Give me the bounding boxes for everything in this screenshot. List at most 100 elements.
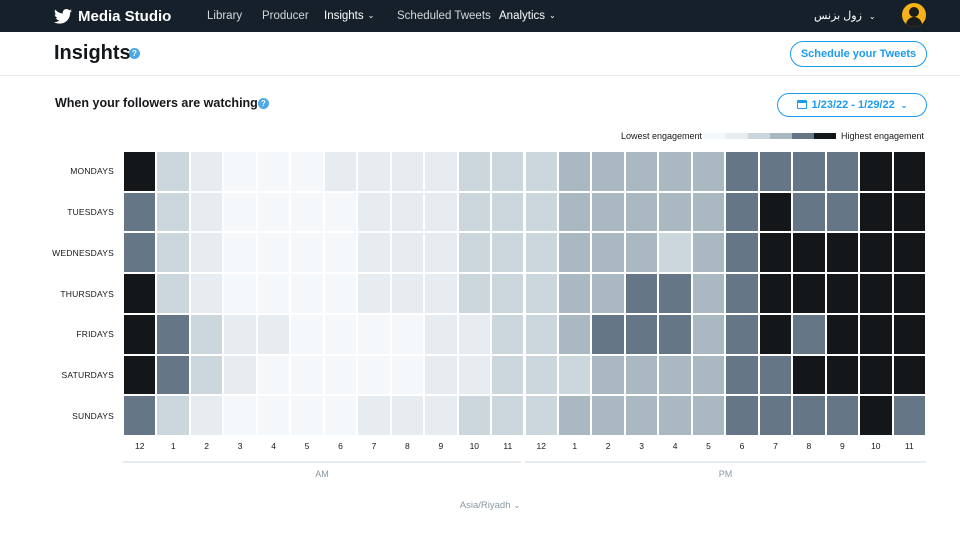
heatmap-cell[interactable] [257, 314, 290, 354]
heatmap-cell[interactable] [558, 355, 591, 395]
heatmap-cell[interactable] [525, 355, 557, 395]
heatmap-cell[interactable] [224, 152, 256, 191]
heatmap-cell[interactable] [860, 274, 892, 313]
heatmap-cell[interactable] [458, 152, 491, 191]
heatmap-cell[interactable] [291, 192, 323, 232]
heatmap-cell[interactable] [458, 314, 491, 354]
heatmap-cell[interactable] [793, 233, 825, 273]
heatmap-cell[interactable] [291, 233, 323, 273]
heatmap-cell[interactable] [492, 355, 524, 395]
account-switcher[interactable]: زول بزنس ⌄ [814, 0, 876, 32]
heatmap-cell[interactable] [391, 233, 424, 273]
heatmap-cell[interactable] [425, 233, 457, 273]
heatmap-cell[interactable] [525, 192, 557, 232]
heatmap-cell[interactable] [458, 396, 491, 435]
heatmap-cell[interactable] [157, 396, 189, 435]
heatmap-cell[interactable] [224, 192, 256, 232]
heatmap-cell[interactable] [224, 314, 256, 354]
heatmap-cell[interactable] [893, 152, 925, 191]
heatmap-cell[interactable] [157, 152, 189, 191]
heatmap-cell[interactable] [726, 396, 758, 435]
heatmap-cell[interactable] [759, 233, 792, 273]
heatmap-cell[interactable] [525, 274, 557, 313]
heatmap-cell[interactable] [558, 152, 591, 191]
heatmap-cell[interactable] [257, 152, 290, 191]
heatmap-cell[interactable] [224, 233, 256, 273]
heatmap-cell[interactable] [625, 396, 658, 435]
heatmap-cell[interactable] [726, 233, 758, 273]
heatmap-cell[interactable] [692, 396, 725, 435]
heatmap-cell[interactable] [190, 355, 223, 395]
heatmap-cell[interactable] [157, 233, 189, 273]
heatmap-cell[interactable] [860, 355, 892, 395]
heatmap-cell[interactable] [759, 152, 792, 191]
heatmap-cell[interactable] [291, 355, 323, 395]
heatmap-cell[interactable] [291, 274, 323, 313]
nav-library[interactable]: Library [207, 0, 242, 32]
heatmap-cell[interactable] [458, 233, 491, 273]
heatmap-cell[interactable] [659, 355, 691, 395]
heatmap-cell[interactable] [324, 192, 357, 232]
heatmap-cell[interactable] [793, 274, 825, 313]
heatmap-cell[interactable] [692, 314, 725, 354]
heatmap-cell[interactable] [525, 396, 557, 435]
heatmap-cell[interactable] [826, 233, 859, 273]
heatmap-cell[interactable] [358, 233, 390, 273]
heatmap-cell[interactable] [291, 152, 323, 191]
schedule-tweets-button[interactable]: Schedule your Tweets [790, 41, 927, 67]
heatmap-cell[interactable] [893, 355, 925, 395]
heatmap-cell[interactable] [625, 152, 658, 191]
avatar[interactable] [902, 3, 926, 27]
heatmap-cell[interactable] [224, 274, 256, 313]
heatmap-cell[interactable] [190, 192, 223, 232]
heatmap-cell[interactable] [860, 233, 892, 273]
heatmap-cell[interactable] [826, 274, 859, 313]
heatmap-cell[interactable] [324, 355, 357, 395]
heatmap-cell[interactable] [759, 274, 792, 313]
help-icon[interactable]: ? [258, 98, 269, 109]
heatmap-cell[interactable] [625, 355, 658, 395]
heatmap-cell[interactable] [124, 396, 156, 435]
heatmap-cell[interactable] [759, 355, 792, 395]
heatmap-cell[interactable] [291, 396, 323, 435]
heatmap-cell[interactable] [291, 314, 323, 354]
timezone-selector[interactable]: Asia/Riyadh ⌄ [440, 500, 540, 511]
heatmap-cell[interactable] [592, 274, 624, 313]
heatmap-cell[interactable] [692, 233, 725, 273]
heatmap-cell[interactable] [190, 396, 223, 435]
brand[interactable]: Media Studio [54, 0, 171, 32]
heatmap-cell[interactable] [257, 396, 290, 435]
heatmap-cell[interactable] [124, 274, 156, 313]
heatmap-cell[interactable] [659, 233, 691, 273]
heatmap-cell[interactable] [425, 396, 457, 435]
heatmap-cell[interactable] [893, 233, 925, 273]
heatmap-cell[interactable] [826, 152, 859, 191]
heatmap-cell[interactable] [893, 192, 925, 232]
heatmap-cell[interactable] [458, 274, 491, 313]
heatmap-cell[interactable] [391, 152, 424, 191]
heatmap-cell[interactable] [324, 152, 357, 191]
heatmap-cell[interactable] [391, 396, 424, 435]
heatmap-cell[interactable] [391, 314, 424, 354]
heatmap-cell[interactable] [659, 152, 691, 191]
heatmap-cell[interactable] [190, 314, 223, 354]
heatmap-cell[interactable] [659, 274, 691, 313]
heatmap-cell[interactable] [525, 314, 557, 354]
heatmap-cell[interactable] [157, 274, 189, 313]
heatmap-cell[interactable] [391, 192, 424, 232]
heatmap-cell[interactable] [592, 233, 624, 273]
heatmap-cell[interactable] [726, 355, 758, 395]
heatmap-cell[interactable] [525, 233, 557, 273]
heatmap-cell[interactable] [592, 355, 624, 395]
heatmap-cell[interactable] [726, 152, 758, 191]
heatmap-cell[interactable] [525, 152, 557, 191]
heatmap-cell[interactable] [425, 314, 457, 354]
heatmap-cell[interactable] [692, 274, 725, 313]
nav-insights[interactable]: Insights ⌄ [324, 0, 374, 32]
heatmap-cell[interactable] [793, 314, 825, 354]
heatmap-cell[interactable] [860, 314, 892, 354]
heatmap-cell[interactable] [190, 274, 223, 313]
heatmap-cell[interactable] [358, 314, 390, 354]
heatmap-cell[interactable] [492, 314, 524, 354]
heatmap-cell[interactable] [124, 152, 156, 191]
